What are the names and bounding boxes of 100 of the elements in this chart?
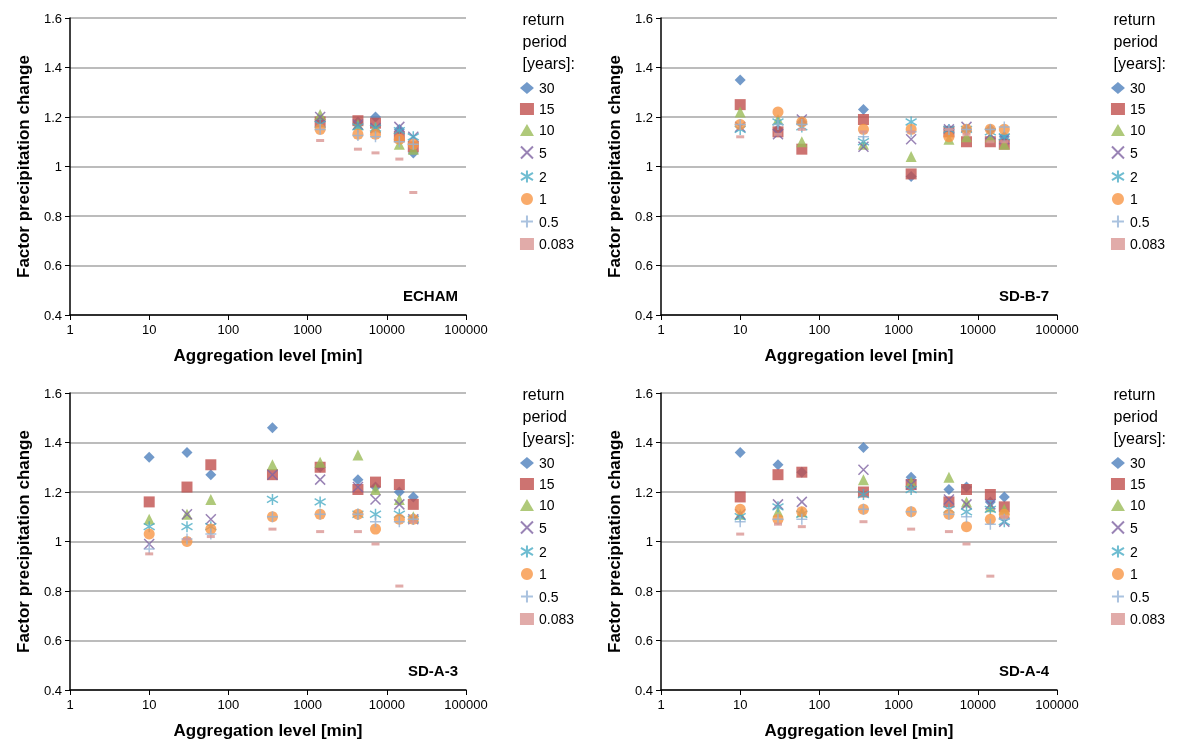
y-tick-label: 1.6 (634, 385, 653, 401)
legend-label: 5 (538, 144, 547, 161)
legend-label: 2 (1129, 168, 1138, 185)
x-tick-label: 1 (657, 322, 665, 337)
x-tick-label: 1 (657, 697, 665, 712)
y-tick-label: 1.2 (43, 109, 62, 125)
y-tick-label: 0.8 (43, 583, 62, 599)
legend-label: 5 (538, 519, 547, 536)
y-axis-title: Factor precipitation change (14, 430, 33, 653)
legend-label: 1 (1129, 566, 1138, 582)
x-tick-label: 100000 (444, 697, 488, 712)
y-axis-title: Factor precipitation change (605, 430, 624, 653)
annotation: SD-A-3 (408, 662, 459, 679)
legend-label: 30 (1129, 80, 1146, 96)
y-tick-label: 1.4 (634, 60, 653, 75)
y-tick-label: 0.6 (634, 258, 653, 273)
x-tick-label: 10 (732, 322, 748, 337)
y-tick-label: 1 (645, 534, 653, 549)
legend-label: 0.083 (1129, 236, 1166, 252)
x-tick-label: 10000 (959, 697, 996, 712)
annotation: SD-A-4 (999, 662, 1050, 679)
y-axis-title: Factor precipitation change (14, 55, 33, 278)
x-tick-label: 100 (217, 322, 240, 337)
x-tick-label: 10 (141, 322, 157, 337)
x-tick-label: 100000 (1035, 322, 1079, 337)
y-tick-label: 1.4 (634, 435, 653, 450)
x-axis-title: Aggregation level [min] (173, 721, 363, 740)
y-tick-label: 1 (645, 159, 653, 174)
y-axis-title: Factor precipitation change (605, 55, 624, 278)
annotation: SD-B-7 (999, 287, 1050, 304)
legend-label: 0.083 (538, 236, 575, 252)
legend-label: 2 (538, 543, 547, 560)
x-tick-label: 100000 (1035, 697, 1079, 712)
x-tick-label: 10000 (368, 697, 405, 712)
legend-label: 1 (538, 191, 547, 207)
y-tick-label: 0.8 (634, 208, 653, 224)
legend-label: 0.083 (1129, 611, 1166, 627)
x-axis-title: Aggregation level [min] (173, 346, 363, 365)
legend-label: 10 (1129, 122, 1146, 138)
legend-label: 10 (1129, 497, 1146, 513)
legend-label: 5 (1129, 519, 1138, 536)
annotation: ECHAM (403, 287, 458, 304)
legend-label: 1 (538, 566, 547, 582)
x-tick-label: 10 (732, 697, 748, 712)
x-tick-label: 1000 (293, 697, 323, 712)
x-tick-label: 1000 (293, 322, 323, 337)
x-tick-label: 1 (66, 697, 74, 712)
y-tick-label: 0.8 (634, 583, 653, 599)
legend-label: 1 (1129, 191, 1138, 207)
legend-label: 15 (1129, 476, 1146, 492)
y-tick-label: 1.2 (634, 484, 653, 500)
x-tick-label: 10000 (959, 322, 996, 337)
x-axis-title: Aggregation level [min] (764, 346, 954, 365)
legend-label: 15 (1129, 101, 1146, 117)
y-tick-label: 0.8 (43, 208, 62, 224)
legend-label: 15 (538, 101, 555, 117)
legend-title: return period [years]: (1113, 10, 1167, 72)
y-tick-label: 0.6 (43, 633, 62, 648)
y-tick-label: 1.6 (43, 10, 62, 26)
x-tick-label: 100 (808, 322, 831, 337)
legend-label: 0.5 (1129, 213, 1150, 230)
legend-label: 15 (538, 476, 555, 492)
y-tick-label: 0.4 (43, 682, 62, 698)
y-tick-label: 0.4 (634, 307, 653, 323)
legend-title: return period [years]: (522, 10, 576, 72)
y-tick-label: 1.4 (43, 60, 62, 75)
x-tick-label: 100 (808, 697, 831, 712)
y-tick-label: 1.6 (634, 10, 653, 26)
y-tick-label: 1.6 (43, 385, 62, 401)
legend-label: 30 (538, 455, 555, 471)
legend-title: return period [years]: (522, 385, 576, 447)
legend-label: 0.083 (538, 611, 575, 627)
y-tick-label: 1.2 (43, 484, 62, 500)
legend-label: 5 (1129, 144, 1138, 161)
legend-label: 0.5 (1129, 588, 1150, 605)
legend-label: 10 (538, 497, 555, 513)
y-tick-label: 0.4 (634, 682, 653, 698)
y-tick-label: 0.6 (43, 258, 62, 273)
x-tick-label: 100 (217, 697, 240, 712)
x-tick-label: 1 (66, 322, 74, 337)
legend-label: 2 (1129, 543, 1138, 560)
legend-label: 0.5 (538, 588, 559, 605)
y-tick-label: 1 (54, 534, 62, 549)
x-tick-label: 100000 (444, 322, 488, 337)
legend-label: 0.5 (538, 213, 559, 230)
legend-label: 2 (538, 168, 547, 185)
legend-label: 30 (538, 80, 555, 96)
y-tick-label: 1.2 (634, 109, 653, 125)
x-axis-title: Aggregation level [min] (764, 721, 954, 740)
x-tick-label: 1000 (884, 322, 914, 337)
legend-label: 30 (1129, 455, 1146, 471)
x-tick-label: 1000 (884, 697, 914, 712)
y-tick-label: 0.4 (43, 307, 62, 323)
y-tick-label: 1.4 (43, 435, 62, 450)
y-tick-label: 1 (54, 159, 62, 174)
x-tick-label: 10 (141, 697, 157, 712)
legend-label: 10 (538, 122, 555, 138)
y-tick-label: 0.6 (634, 633, 653, 648)
x-tick-label: 10000 (368, 322, 405, 337)
legend-title: return period [years]: (1113, 385, 1167, 447)
